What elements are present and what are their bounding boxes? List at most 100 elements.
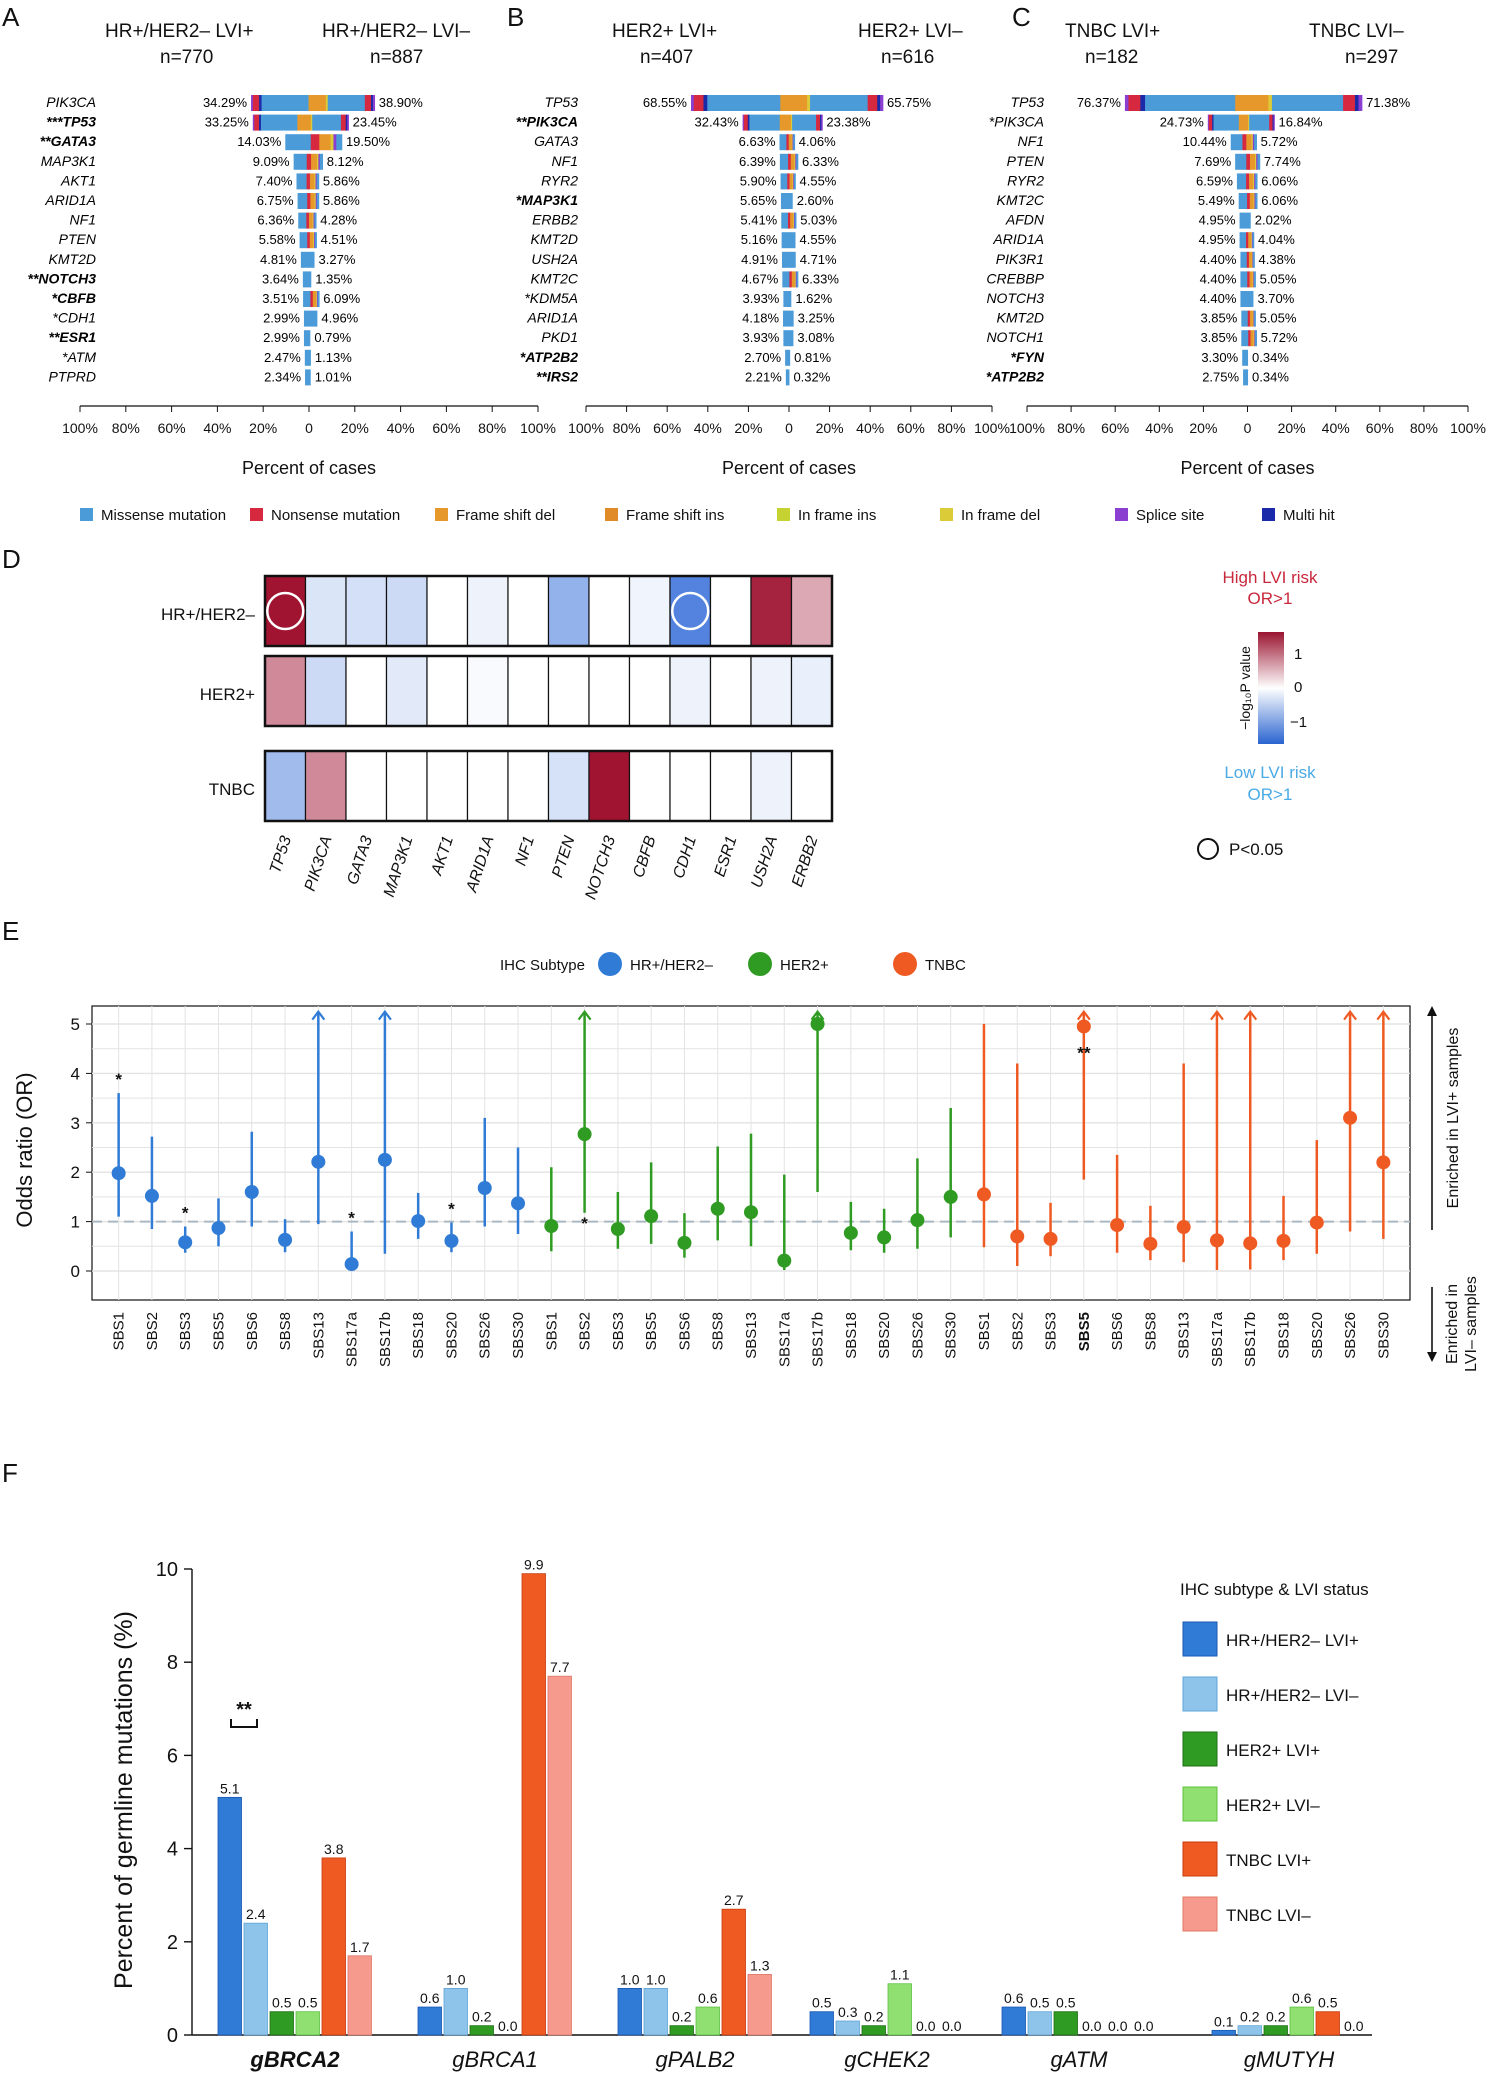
bar	[295, 2011, 320, 2036]
bar-segment	[1242, 349, 1249, 366]
heatmap-cell	[750, 655, 793, 727]
point-marker	[544, 1219, 559, 1234]
bar	[417, 2006, 442, 2036]
bar-segment	[1252, 251, 1254, 268]
bar-segment	[1240, 271, 1248, 288]
significance-star: *	[348, 1208, 355, 1227]
gene-name: **NOTCH3	[28, 270, 97, 286]
gene-row: KMT2D 4.81% 3.27%	[49, 251, 356, 268]
legend-label: In frame ins	[798, 507, 876, 524]
bar-segment	[807, 95, 811, 111]
bar-segment	[790, 212, 794, 229]
gene-name: ARID1A	[44, 192, 96, 208]
y-tick-label: 0	[167, 2025, 178, 2047]
right-pct: 0.32%	[793, 369, 830, 384]
x-tick-label: SBS26	[477, 1312, 494, 1359]
legend-label: Nonsense mutation	[271, 507, 400, 524]
left-pct: 4.95%	[1199, 232, 1236, 247]
left-pct: 2.75%	[1202, 369, 1239, 384]
bar-segment	[327, 95, 366, 111]
heatmap-cell	[588, 655, 631, 727]
bar-segment	[1247, 193, 1251, 209]
odds-point: SBS30	[510, 1147, 527, 1359]
bar-segment	[880, 95, 884, 111]
x-tick-label: 0	[1244, 420, 1252, 436]
x-tick-label: SBS17a	[344, 1311, 361, 1367]
bar-segment	[319, 134, 331, 151]
bar-segment	[297, 114, 312, 131]
gene-row: **ESR1 2.99% 0.79%	[49, 329, 352, 347]
right-pct: 0.34%	[1252, 350, 1289, 365]
odds-point: SBS30	[943, 1107, 960, 1359]
left-pct: 4.40%	[1200, 271, 1237, 286]
gene-row: **PIK3CA 32.43% 23.38%	[516, 114, 871, 131]
x-tick-label: 40%	[1145, 420, 1173, 436]
bar-segment	[314, 212, 317, 229]
heatmap-column-label: USH2A	[748, 834, 781, 890]
gene-row: ARID1A 6.75% 5.86%	[44, 192, 360, 209]
right-pct: 4.04%	[1258, 232, 1295, 247]
bar-value-label: 0.1	[1214, 2013, 1234, 2029]
bar-segment	[1254, 271, 1256, 288]
bar-segment	[1269, 114, 1273, 131]
significance-bracket	[230, 1719, 258, 1728]
bar-value-label: 0.6	[1292, 1990, 1312, 2006]
x-tick-label: SBS2	[144, 1312, 161, 1350]
odds-point: SBS26	[1342, 1009, 1359, 1359]
odds-point: SBS13	[743, 1133, 760, 1359]
left-pct: 4.40%	[1200, 291, 1237, 306]
bar-segment	[312, 212, 314, 229]
right-pct: 4.51%	[321, 232, 358, 247]
bar-value-label: 0.2	[1240, 2009, 1260, 2025]
bar-segment	[310, 193, 315, 209]
odds-point: SBS6	[244, 1131, 261, 1350]
bar-value-label: 9.9	[524, 1557, 544, 1573]
ci-arrow	[311, 1009, 326, 1021]
gene-name: NF1	[552, 153, 578, 169]
x-tick-label: SBS26	[1342, 1312, 1359, 1359]
legend-label: Frame shift del	[456, 507, 555, 524]
left-pct: 68.55%	[643, 95, 688, 110]
gene-row: *FYN 3.30% 0.34%	[1011, 349, 1289, 366]
right-n: n=887	[370, 47, 423, 68]
bar-segment	[1248, 232, 1252, 249]
side-label-top: Enriched in LVI+ samples	[1445, 1028, 1462, 1209]
bar-segment	[788, 153, 792, 170]
bar-value-label: 0.0	[1082, 2018, 1102, 2034]
bar-value-label: 0.5	[1056, 1995, 1076, 2011]
gene-row: GATA3 6.63% 4.06%	[534, 133, 836, 151]
bar-segment	[1252, 271, 1254, 288]
left-pct: 14.03%	[237, 134, 282, 149]
right-pct: 5.03%	[800, 213, 837, 228]
bar-segment	[296, 173, 307, 190]
legend-label: HER2+ LVI–	[1226, 1796, 1320, 1815]
x-tick-label: 40%	[203, 420, 231, 436]
gene-row: *MAP3K1 5.65% 2.60%	[516, 192, 834, 209]
point-marker	[444, 1233, 459, 1248]
bar	[809, 2011, 834, 2036]
gene-name: USH2A	[531, 251, 578, 267]
category-group: 1.0 1.0 0.2 0.6 2.7 1.3 gPALB2	[617, 1892, 772, 2072]
bar-segment	[315, 193, 318, 209]
bar-segment	[793, 212, 795, 229]
bar-segment	[314, 193, 317, 209]
x-tick-label: SBS17a	[1209, 1311, 1226, 1367]
right-pct: 6.33%	[802, 154, 839, 169]
point-marker	[810, 1017, 825, 1031]
bar	[1263, 2025, 1288, 2036]
right-pct: 6.09%	[323, 291, 360, 306]
bar-segment	[297, 193, 308, 209]
bar-segment	[1343, 95, 1356, 111]
left-pct: 33.25%	[205, 115, 250, 130]
gene-name: ARID1A	[992, 231, 1044, 247]
point-marker	[1343, 1110, 1358, 1125]
gene-name: KMT2D	[531, 231, 578, 247]
bar-segment	[820, 114, 822, 131]
gene-name: MAP3K1	[41, 153, 96, 169]
bar-segment	[1242, 134, 1247, 151]
left-pct: 32.43%	[695, 115, 740, 130]
x-tick-label: gMUTYH	[1244, 2047, 1335, 2072]
colorbar-tick: 0	[1294, 679, 1302, 696]
left-pct: 2.70%	[744, 350, 781, 365]
bar-segment	[1253, 193, 1255, 209]
